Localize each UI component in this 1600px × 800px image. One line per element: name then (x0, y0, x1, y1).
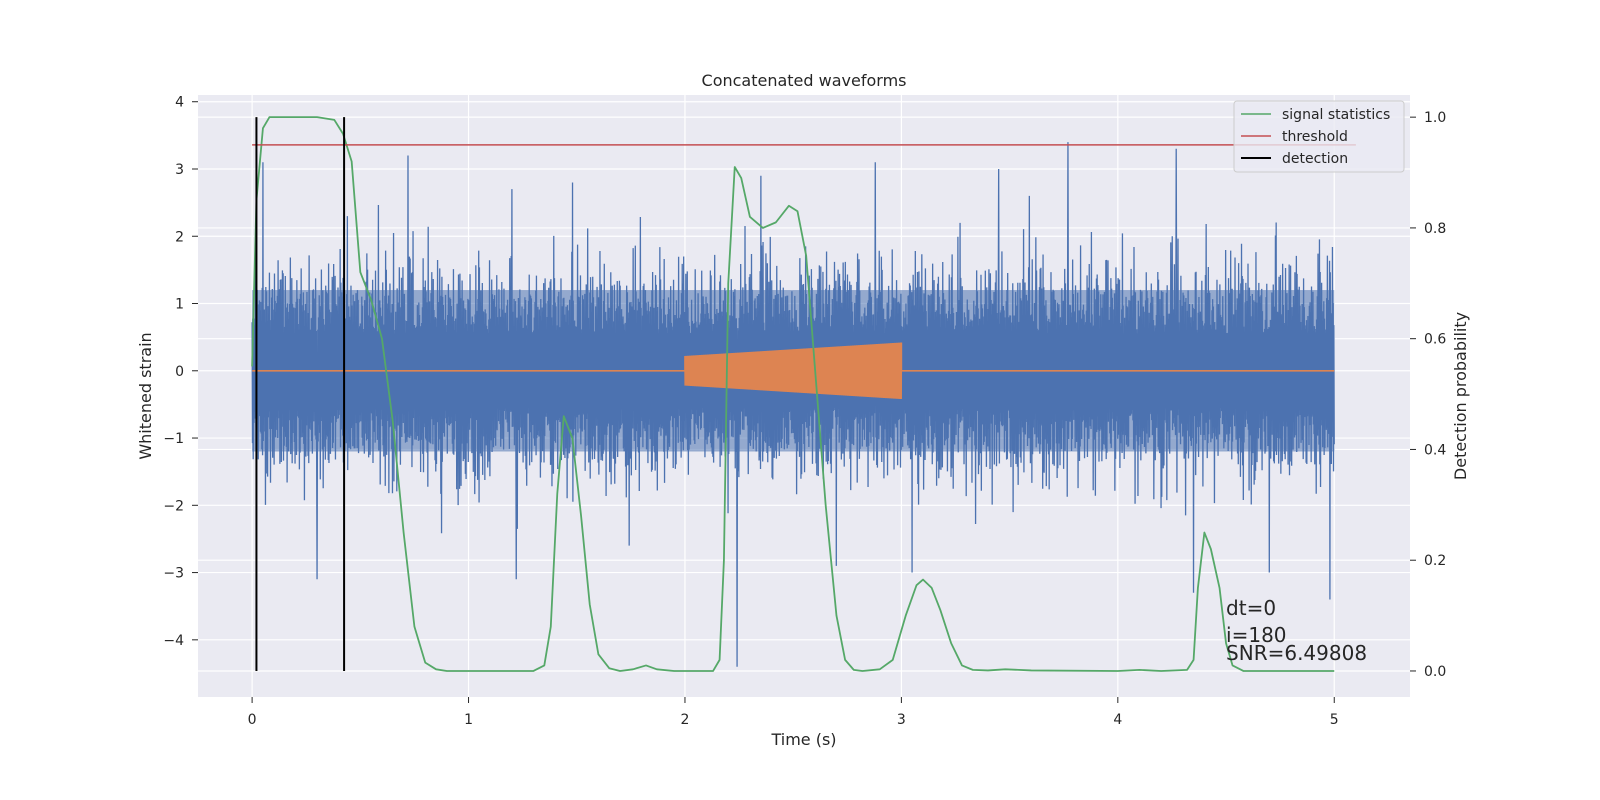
legend-label-detection: detection (1282, 151, 1348, 167)
x-tick-label: 4 (1113, 712, 1122, 728)
y-tick-label: 0 (175, 364, 184, 380)
x-tick-label: 5 (1330, 712, 1339, 728)
y-tick-label: −2 (163, 498, 184, 514)
left-y-axis: −4 −3 −2 −1 0 1 2 3 4 (163, 95, 198, 649)
y-tick-label: 4 (175, 95, 184, 111)
x-axis: 0 1 2 3 4 5 (248, 697, 1339, 728)
y-axis-title: Whitened strain (136, 332, 155, 459)
legend-label-threshold: threshold (1282, 129, 1348, 145)
y-tick-label: 1 (175, 297, 184, 313)
y-tick-label: 3 (175, 162, 184, 178)
y2-tick-label: 1.0 (1424, 110, 1446, 126)
series-signal-statistics (251, 116, 1335, 672)
x-tick-label: 3 (897, 712, 906, 728)
x-axis-title: Time (s) (770, 730, 836, 749)
legend-label-signal-statistics: signal statistics (1282, 107, 1390, 123)
legend: signal statistics threshold detection (1233, 100, 1405, 173)
y2-axis-title: Detection probability (1451, 312, 1470, 480)
y2-tick-label: 0.6 (1424, 332, 1446, 348)
y-tick-label: −4 (163, 633, 184, 649)
annotation-index: i=180 (1226, 623, 1287, 647)
y2-tick-label: 0.8 (1424, 221, 1446, 237)
plot-data (251, 116, 1356, 672)
x-tick-label: 1 (464, 712, 473, 728)
y-tick-label: −1 (163, 431, 184, 447)
y-tick-label: −3 (163, 566, 184, 582)
chart-title: Concatenated waveforms (702, 71, 907, 90)
annotation-dt: dt=0 (1226, 596, 1276, 620)
annotation-snr: SNR=6.49808 (1226, 641, 1367, 665)
annotations: dt=0 i=180 SNR=6.49808 (1226, 596, 1367, 665)
x-tick-label: 2 (681, 712, 690, 728)
legend-box (1233, 100, 1405, 173)
y-tick-label: 2 (175, 229, 184, 245)
series-injected-signal (252, 342, 1335, 400)
y2-tick-label: 0.2 (1424, 553, 1446, 569)
x-tick-label: 0 (248, 712, 257, 728)
y2-tick-label: 0.4 (1424, 442, 1446, 458)
y2-tick-label: 0.0 (1424, 664, 1446, 680)
right-y-axis: 0.0 0.2 0.4 0.6 0.8 1.0 (1410, 110, 1446, 680)
